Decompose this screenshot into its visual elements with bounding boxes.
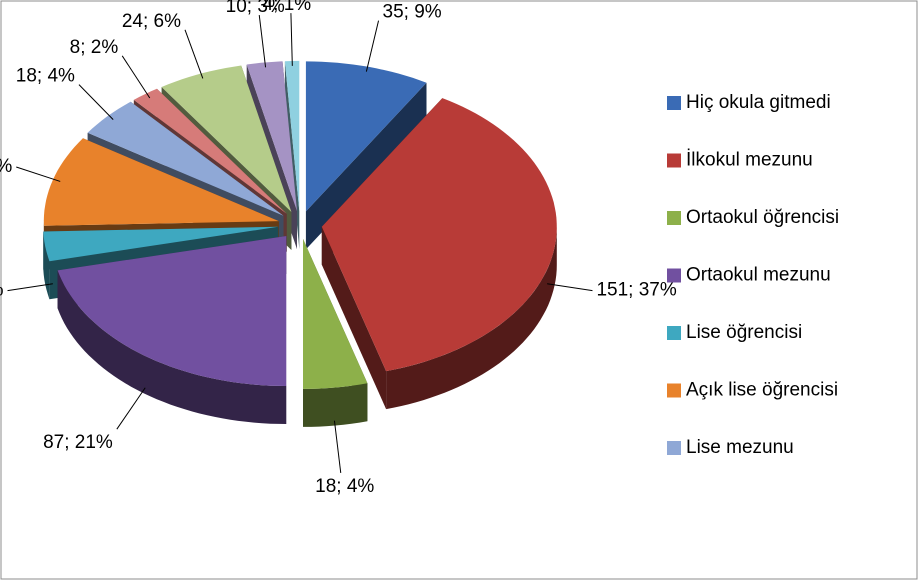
legend-label: İlkokul mezunu <box>686 150 813 171</box>
data-label: 8; 2% <box>70 37 119 58</box>
legend-swatch <box>667 96 681 110</box>
data-label: 35; 9% <box>383 2 442 23</box>
legend-label: Ortaokul mezunu <box>686 265 831 286</box>
legend-swatch <box>667 384 681 398</box>
legend-swatch <box>667 211 681 225</box>
legend-label: Açık lise öğrencisi <box>686 380 838 401</box>
data-label: 24; 6% <box>122 11 181 32</box>
legend-label: Hiç okula gitmedi <box>686 92 831 113</box>
legend-swatch <box>667 269 681 283</box>
data-label: 40; 10% <box>0 156 12 177</box>
data-label: 151; 37% <box>596 280 676 301</box>
data-label: 18; 4% <box>315 476 374 497</box>
data-label: 87; 21% <box>43 432 113 453</box>
data-label: 13; 3% <box>0 280 4 301</box>
data-label: 18; 4% <box>16 66 75 87</box>
legend-swatch <box>667 154 681 168</box>
legend-swatch <box>667 326 681 340</box>
data-label: 4; 1% <box>263 0 312 15</box>
legend-label: Ortaokul öğrencisi <box>686 207 839 228</box>
legend-label: Lise öğrencisi <box>686 322 802 343</box>
slice-side <box>303 383 367 427</box>
legend-swatch <box>667 441 681 455</box>
legend-label: Lise mezunu <box>686 437 794 458</box>
